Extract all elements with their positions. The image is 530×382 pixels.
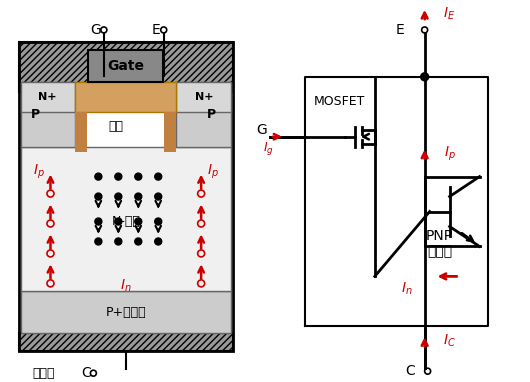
Text: 沟道: 沟道	[108, 120, 123, 133]
FancyBboxPatch shape	[21, 82, 75, 147]
Text: N+: N+	[38, 92, 57, 102]
Text: $I_C$: $I_C$	[443, 333, 456, 350]
Text: C: C	[405, 364, 414, 378]
Circle shape	[135, 218, 142, 225]
Text: 集电极: 集电极	[32, 367, 55, 380]
Text: PNP: PNP	[426, 230, 453, 243]
FancyBboxPatch shape	[176, 82, 231, 112]
FancyBboxPatch shape	[164, 112, 176, 152]
Text: G: G	[91, 23, 101, 37]
Circle shape	[95, 193, 102, 200]
FancyBboxPatch shape	[75, 112, 87, 152]
Circle shape	[135, 193, 142, 200]
FancyBboxPatch shape	[176, 82, 231, 147]
Circle shape	[135, 238, 142, 245]
FancyBboxPatch shape	[19, 42, 233, 92]
Circle shape	[115, 238, 122, 245]
Text: $I_g$: $I_g$	[262, 140, 273, 157]
Text: P: P	[31, 108, 40, 121]
Circle shape	[155, 173, 162, 180]
Text: $I_n$: $I_n$	[120, 277, 131, 294]
FancyBboxPatch shape	[19, 333, 233, 351]
Circle shape	[95, 173, 102, 180]
Circle shape	[155, 218, 162, 225]
Circle shape	[115, 218, 122, 225]
Text: $I_p$: $I_p$	[32, 162, 45, 181]
FancyBboxPatch shape	[89, 50, 163, 82]
Text: 晶体管: 晶体管	[427, 244, 452, 259]
Circle shape	[95, 238, 102, 245]
FancyBboxPatch shape	[21, 82, 75, 112]
Circle shape	[115, 173, 122, 180]
Circle shape	[135, 173, 142, 180]
Text: N+: N+	[195, 92, 214, 102]
Text: E: E	[152, 23, 160, 37]
Text: N-基区: N-基区	[111, 215, 140, 228]
Circle shape	[95, 218, 102, 225]
Text: G: G	[257, 123, 267, 137]
Circle shape	[115, 193, 122, 200]
Text: $I_p$: $I_p$	[444, 144, 455, 163]
Circle shape	[155, 238, 162, 245]
FancyBboxPatch shape	[21, 147, 231, 291]
Text: P: P	[207, 108, 216, 121]
FancyBboxPatch shape	[75, 82, 176, 112]
Text: P+发射区: P+发射区	[105, 306, 146, 319]
Text: Gate: Gate	[107, 59, 144, 73]
Text: $I_n$: $I_n$	[401, 280, 413, 296]
Text: $I_E$: $I_E$	[444, 6, 456, 22]
Text: C: C	[82, 366, 91, 380]
Text: $I_p$: $I_p$	[207, 162, 219, 181]
FancyBboxPatch shape	[21, 291, 231, 333]
Text: E: E	[395, 23, 404, 37]
Circle shape	[155, 193, 162, 200]
Circle shape	[421, 73, 429, 81]
Text: MOSFET: MOSFET	[314, 95, 366, 108]
